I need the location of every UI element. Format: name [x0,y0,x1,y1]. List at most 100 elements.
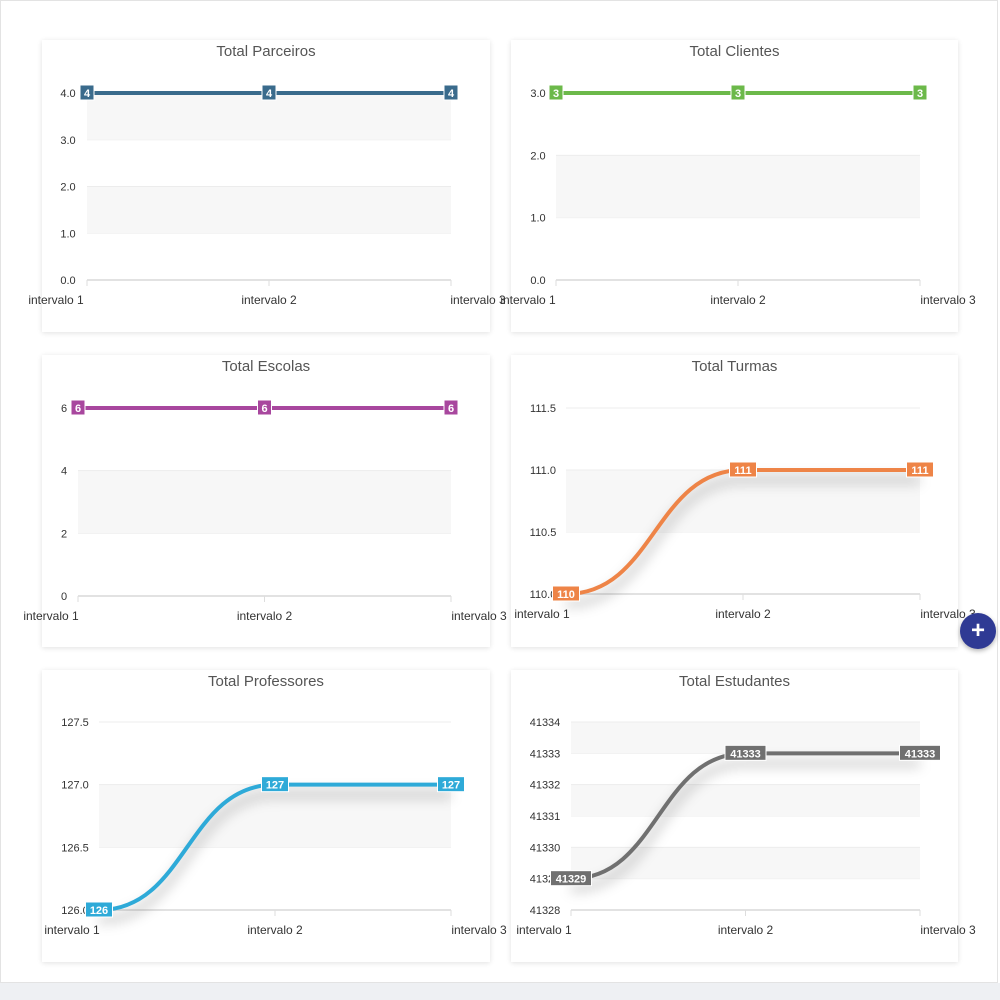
y-tick-label: 3.0 [530,88,545,100]
y-tick-label: 4 [61,466,67,478]
data-label: 4 [448,88,455,100]
x-tick-label: intervalo 3 [451,609,507,623]
y-tick-label: 2.0 [60,182,75,194]
data-label-box [257,399,272,416]
data-label: 111 [734,465,751,477]
y-tick-label: 1.0 [530,213,545,225]
chart-title: Total Turmas [692,358,778,375]
data-label-box [443,84,459,101]
data-label: 3 [553,88,559,100]
x-tick-label: intervalo 3 [920,923,976,937]
chart-card-4: Total Turmas 110.0 110.5 111.0 111.5 interval… [511,355,976,647]
data-point: 41333 [724,744,767,761]
data-label: 126 [90,905,108,917]
y-tick-label: 111.0 [530,465,556,477]
data-point: 41329 [550,870,592,887]
x-tick-label: intervalo 1 [516,923,572,937]
data-point: 127 [437,776,465,793]
grid-band [78,470,451,534]
data-label: 6 [261,403,267,415]
y-tick-label: 110.5 [530,527,557,539]
x-tick-label: intervalo 2 [718,923,774,937]
x-tick-label: intervalo 3 [451,923,507,937]
y-tick-label: 41330 [530,842,561,854]
chart-card-3: Total Escolas 0 2 4 6 intervalo 1 intervalo 2 i… [23,355,507,647]
chart-card-6: Total Estudantes 41328 41329 41330 41331 4133… [511,670,976,962]
chart-title: Total Clientes [689,43,779,60]
data-label-box [730,84,746,101]
data-point: 110 [552,585,580,602]
x-tick-label: intervalo 2 [237,609,293,623]
chart-card-2: Total Clientes 0.0 1.0 2.0 3.0 intervalo 1 int… [500,40,976,332]
data-label: 110 [557,589,575,601]
data-label: 4 [84,88,91,100]
data-label: 6 [448,403,454,415]
data-label-box [261,776,289,793]
y-tick-label: 110.0 [530,589,557,601]
data-label-box [729,461,757,478]
chart-svg: Total Estudantes 41328 41329 41330 41331 4133… [516,673,976,937]
grid-band [87,186,451,234]
data-point: 126 [85,901,113,918]
x-tick-label: intervalo 1 [514,607,570,621]
chart-title: Total Escolas [222,358,310,375]
y-tick-label: 126.0 [61,905,89,917]
y-tick-label: 41328 [530,905,561,917]
grid-band [571,847,920,879]
series-shadow [98,790,451,924]
data-label: 41333 [905,748,936,760]
x-tick-label: intervalo 2 [241,293,297,307]
y-tick-label: 3.0 [60,135,75,147]
data-label: 41333 [730,748,761,760]
series-shadow [570,759,920,893]
data-point: 6 [257,399,272,416]
grid-band [556,155,920,218]
y-tick-label: 126.5 [61,842,89,854]
data-label-box [552,585,580,602]
y-tick-label: 41332 [530,780,561,792]
data-point: 4 [79,84,95,101]
x-tick-label: intervalo 3 [450,293,506,307]
y-tick-label: 127.5 [61,717,89,729]
data-point: 3 [730,84,746,101]
chart-svg: Total Turmas 110.0 110.5 111.0 111.5 interval… [514,358,976,621]
chart-svg: Total Clientes 0.0 1.0 2.0 3.0 intervalo 1 int… [500,43,976,307]
bottom-strip [0,983,1000,1000]
data-label: 127 [266,780,284,792]
chart-svg: Total Parceiros 0.0 1.0 2.0 3.0 4.0 intervalo … [28,43,506,307]
data-label: 6 [75,403,81,415]
y-tick-label: 127.0 [61,780,89,792]
data-label-box [912,84,928,101]
y-tick-label: 41331 [530,811,561,823]
chart-title: Total Professores [208,673,324,690]
data-point: 4 [261,84,277,101]
add-fab-button[interactable]: + [960,613,996,649]
x-tick-label: intervalo 1 [44,923,100,937]
y-tick-label: 2 [61,528,67,540]
data-point: 6 [70,399,86,416]
y-tick-label: 2.0 [530,150,545,162]
x-tick-label: intervalo 3 [920,607,976,621]
y-tick-label: 111.5 [530,403,556,415]
series-shadow [565,476,920,608]
data-label: 4 [266,88,273,100]
data-label: 41329 [556,874,587,886]
data-label-box [70,399,86,416]
data-label-box [261,84,277,101]
grid-band [571,784,920,816]
y-tick-label: 41334 [530,717,561,729]
data-point: 111 [906,461,934,478]
data-label: 127 [442,780,460,792]
y-tick-label: 4.0 [60,88,75,100]
data-label-box [443,399,459,416]
y-tick-label: 0.0 [530,275,545,287]
x-tick-label: intervalo 1 [23,609,79,623]
x-tick-label: intervalo 1 [28,293,84,307]
data-label-box [906,461,934,478]
data-point: 127 [261,776,289,793]
data-point: 3 [548,84,564,101]
data-point: 6 [443,399,459,416]
chart-title: Total Parceiros [216,43,315,60]
y-tick-label: 0 [61,591,67,603]
